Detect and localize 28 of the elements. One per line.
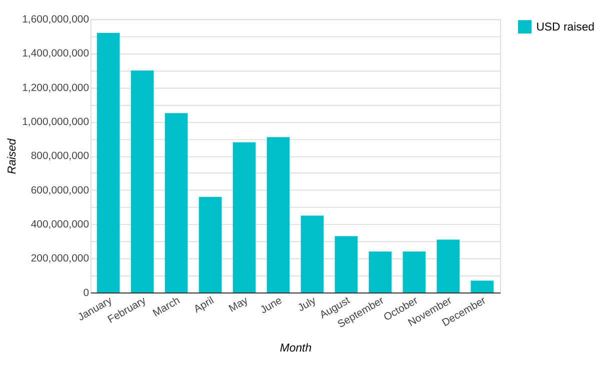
bar [300,216,324,293]
bar [164,113,188,293]
bar [198,196,222,293]
y-tick-label: 0 [83,288,90,299]
y-tick-label: 1,000,000,000 [22,117,90,128]
y-tick-label: 1,400,000,000 [22,48,90,60]
bar [436,240,460,293]
x-tick-label: April [192,295,216,316]
bar [130,70,154,293]
bar [266,137,290,293]
x-axis-title: Month [280,342,312,355]
y-axis-title: Raised [6,138,18,174]
x-tick-label: May [227,295,251,315]
y-tick-label: 200,000,000 [30,254,90,265]
legend-label: USD raised [536,22,595,34]
bar [368,252,392,293]
bar [470,280,494,293]
y-tick-label: 1,600,000,000 [22,14,90,26]
y-tick-label: 1,200,000,000 [22,82,90,94]
y-tick-label: 400,000,000 [30,220,90,231]
x-tick-label: July [296,295,319,314]
bar [334,236,358,293]
x-tick-label: June [258,295,284,316]
bar [232,142,256,293]
y-tick-label: 800,000,000 [30,151,90,162]
bar [402,252,426,293]
y-tick-label: 600,000,000 [30,185,90,196]
bar [96,32,120,293]
